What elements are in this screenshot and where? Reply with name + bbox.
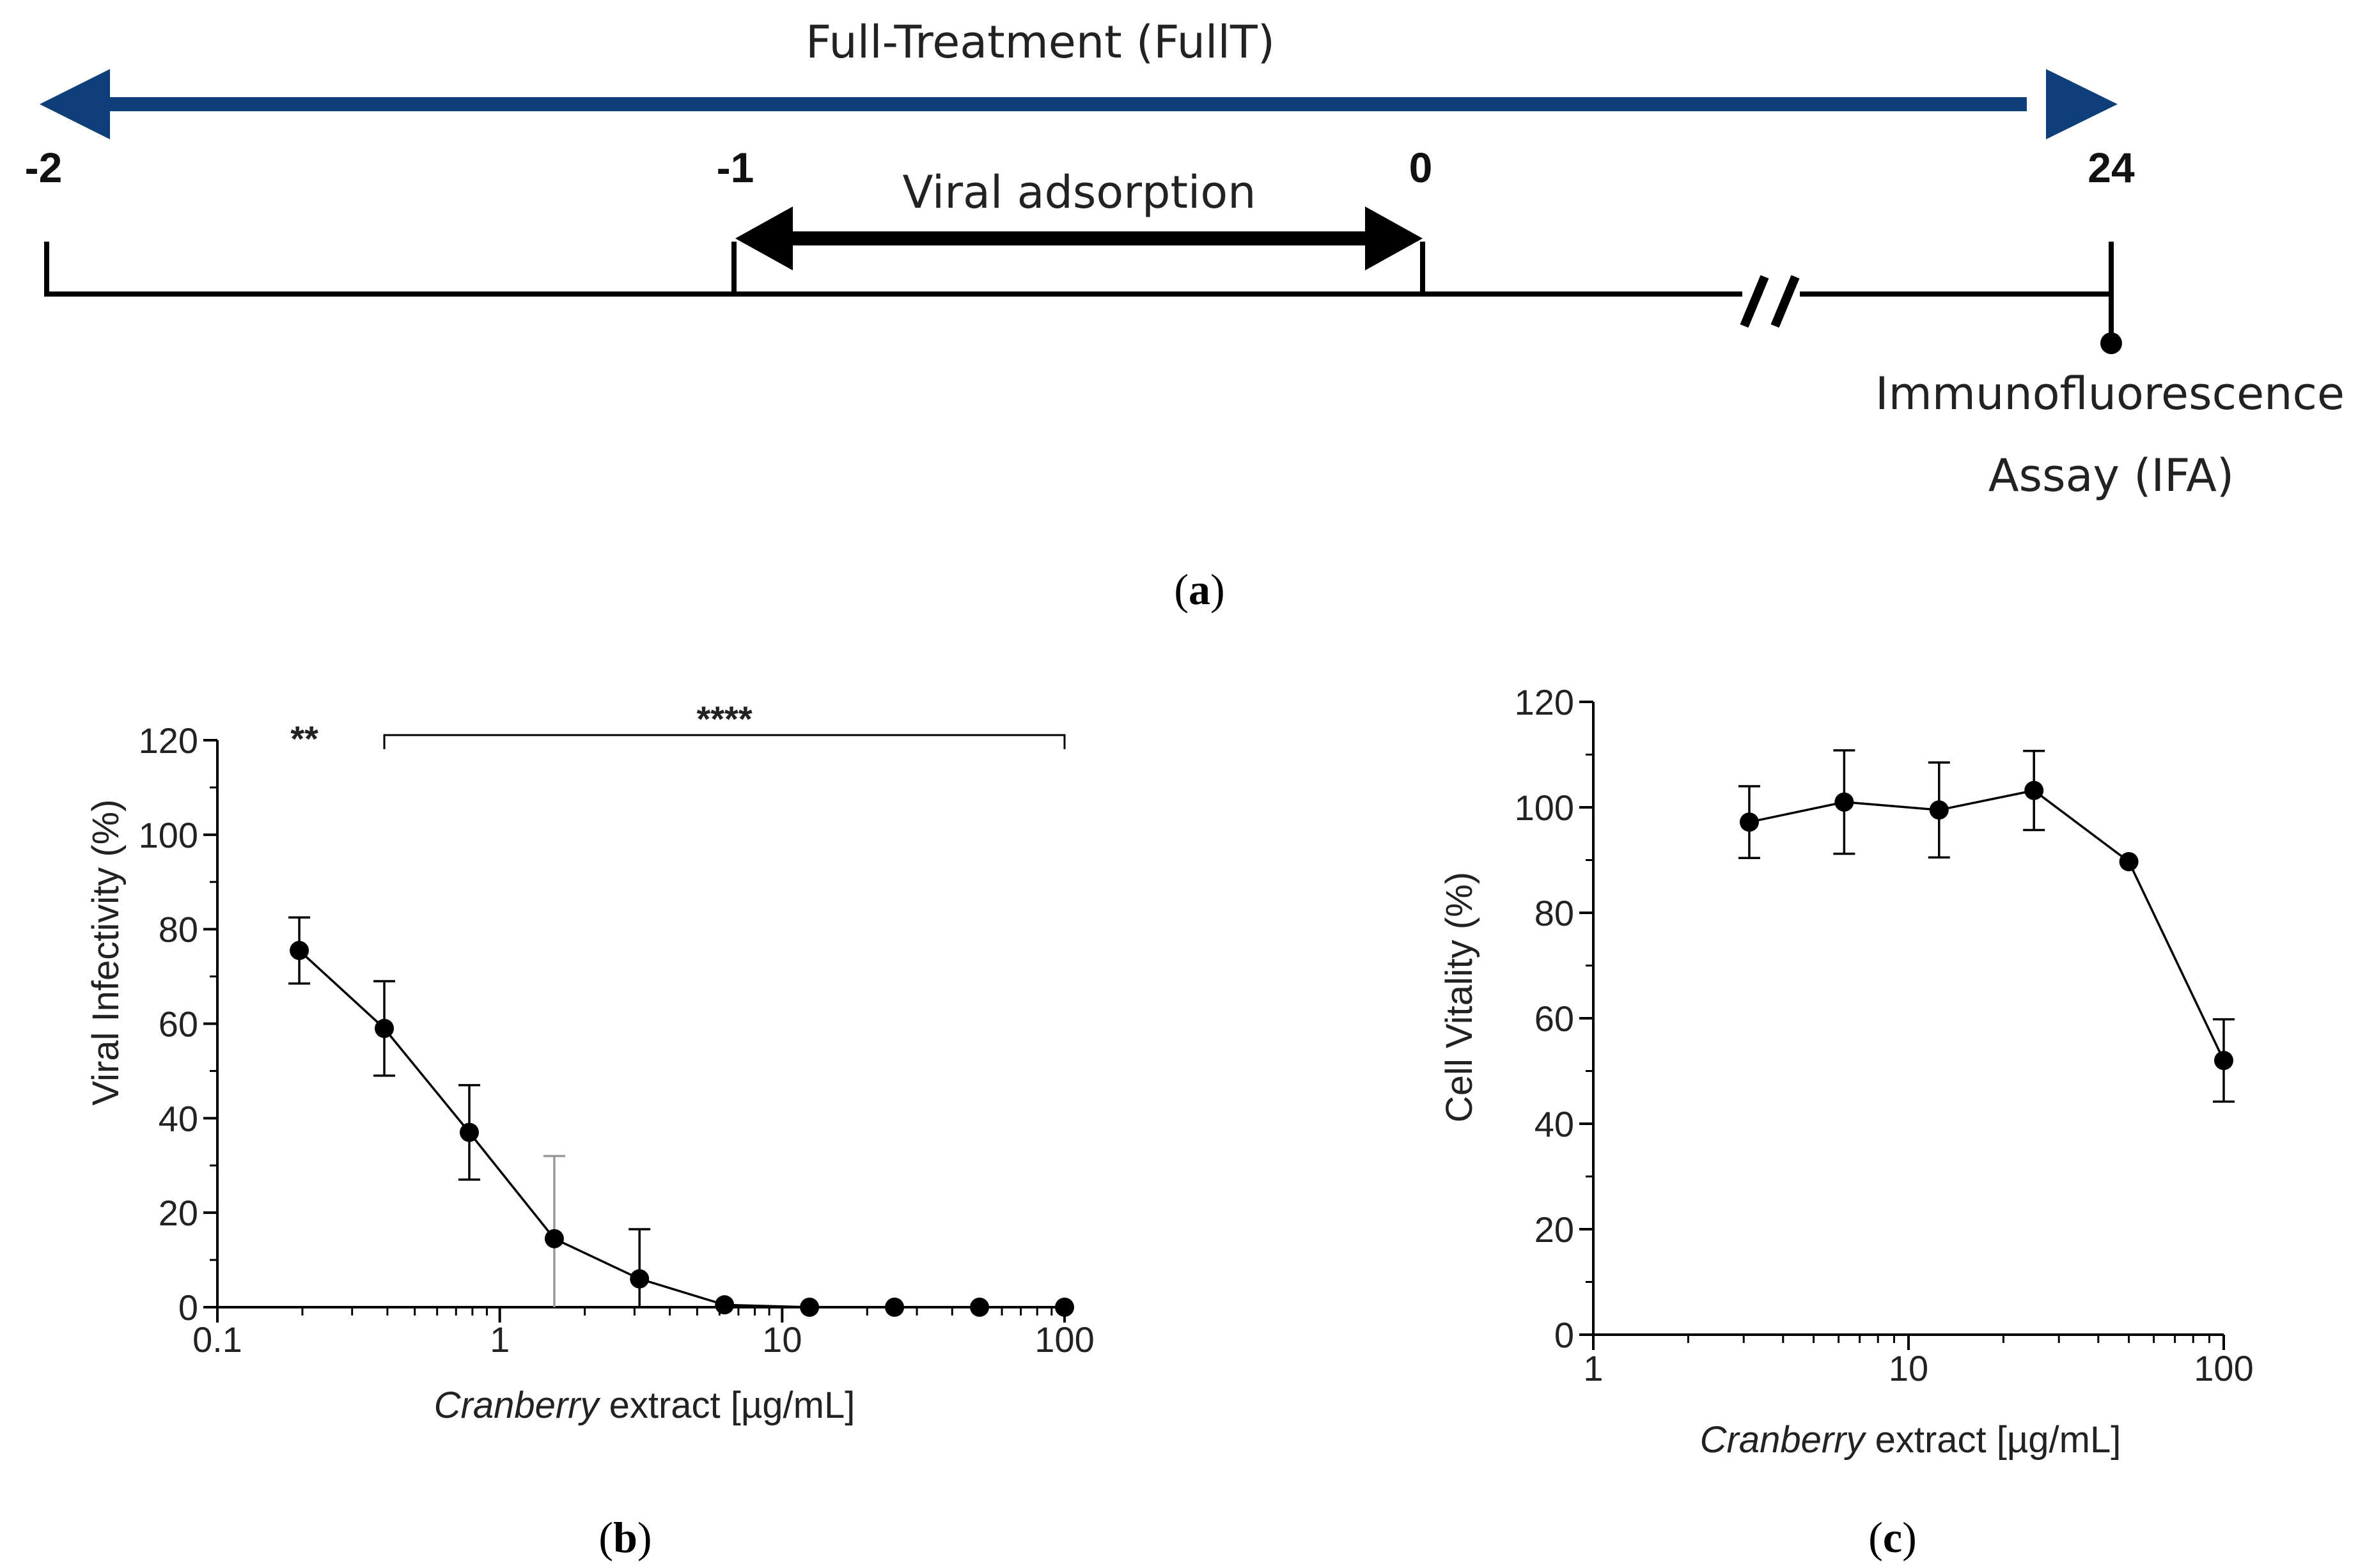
chart-c-data-point [1834, 792, 1854, 812]
chart-b-series-line [298, 949, 1065, 1308]
viral-adsorption-label: Viral adsorption [902, 166, 1256, 219]
chart-b-significance-label: ** [290, 718, 318, 759]
timeline-tick-0: 0 [1409, 144, 1433, 191]
chart-b-data-point [375, 1018, 394, 1038]
chart-b-y-tick-label: 40 [159, 1098, 198, 1138]
chart-b-significance-bracket [383, 734, 1066, 749]
full-treatment-label: Full-Treatment (FullT) [806, 16, 1275, 68]
timeline-panel: Full-Treatment (FullT) -2 -1 0 24 Viral … [25, 16, 2345, 614]
ifa-timepoint-dot [2100, 332, 2122, 354]
chart-c-x-tick-label: 10 [1889, 1348, 1928, 1388]
chart-c-x-tick-label: 1 [1583, 1348, 1603, 1388]
chart-c-y-tick-label: 20 [1534, 1209, 1574, 1250]
chart-b-x-axis-title: Cranberry extract [µg/mL] [434, 1385, 855, 1426]
viral-adsorption-arrow-right-head [1365, 206, 1423, 270]
chart-c-y-tick-label: 60 [1534, 998, 1574, 1039]
chart-b-data-point [885, 1298, 905, 1317]
chart-b-x-tick-label: 0.1 [192, 1319, 242, 1360]
chart-b-y-tick-label: 0 [178, 1287, 198, 1328]
panel-label-b: (b) [598, 1513, 652, 1562]
chart-b-data-point [800, 1298, 820, 1317]
timeline-tick-minus2: -2 [25, 144, 63, 191]
chart-b-x-tick-label: 100 [1035, 1319, 1094, 1360]
chart-b-data-point [460, 1122, 480, 1142]
chart-b-y-axis-title: Viral Infectivity (%) [85, 799, 127, 1105]
chart-c-data-point [2214, 1051, 2233, 1070]
panel-label-c: (c) [1868, 1513, 1917, 1562]
chart-c-data-point [2119, 851, 2139, 871]
ifa-label-line1: Immunofluorescence [1875, 368, 2345, 420]
chart-b-significance-label: **** [696, 699, 752, 739]
ifa-label-line2: Assay (IFA) [1988, 449, 2234, 502]
chart-b-data-point [630, 1269, 650, 1289]
chart-c-series-line [1749, 789, 2225, 1061]
viral-adsorption-arrow-left-head [735, 206, 793, 270]
timeline-break-mark [1740, 275, 1800, 328]
chart-b-x-tick-label: 1 [490, 1319, 510, 1360]
chart-c-data-point [1929, 800, 1949, 820]
chart-b-data-point [290, 940, 309, 960]
chart-b-y-tick-label: 100 [139, 815, 198, 855]
chart-c-y-tick-label: 100 [1515, 788, 1574, 828]
chart-c-y-axis-title: Cell Vitality (%) [1439, 872, 1480, 1122]
timeline-tick-minus1: -1 [717, 144, 754, 191]
chart-c-y-tick-label: 120 [1515, 682, 1574, 722]
chart-c-y-tick-label: 40 [1534, 1104, 1574, 1144]
chart-c-x-axis-title: Cranberry extract [µg/mL] [1700, 1419, 2121, 1461]
chart-c-data-point [2024, 780, 2044, 800]
full-treatment-arrow-right-head [2046, 69, 2118, 139]
full-treatment-arrow-left-head [40, 69, 110, 139]
chart-b-x-tick-label: 10 [762, 1319, 802, 1360]
chart-b-y-tick-label: 80 [159, 910, 198, 950]
timeline-axis [44, 242, 2114, 342]
chart-b-data-point [1055, 1298, 1074, 1317]
chart-b-y-tick-label: 60 [159, 1004, 198, 1044]
chart-b-y-tick-label: 120 [139, 720, 198, 761]
chart-c-x-tick-label: 100 [2194, 1348, 2253, 1388]
chart-b-data-point [715, 1295, 735, 1315]
chart-c-y-tick-label: 0 [1554, 1315, 1574, 1355]
chart-c-y-tick-label: 80 [1534, 893, 1574, 933]
chart-c-data-point [1739, 812, 1759, 832]
panel-label-a: (a) [1174, 565, 1224, 614]
chart-b-data-point [544, 1229, 564, 1248]
chart-b-data-point [970, 1298, 990, 1317]
chart-b-y-tick-label: 20 [159, 1193, 198, 1233]
timeline-tick-24: 24 [2088, 144, 2135, 191]
